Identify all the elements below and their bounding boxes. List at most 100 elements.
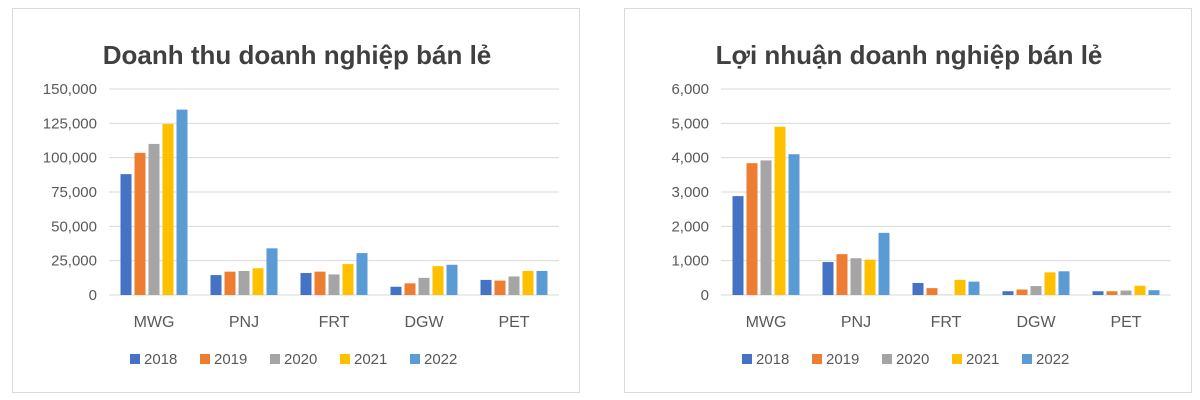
bar-dgw-2021: [1044, 272, 1056, 295]
legend-label: 2022: [1036, 351, 1069, 368]
legend-item-2018: 2018: [742, 351, 789, 368]
legend-swatch: [742, 354, 752, 364]
bar-mwg-2020: [760, 160, 772, 295]
legend-swatch: [1022, 354, 1032, 364]
bar-pnj-2018: [210, 275, 222, 295]
bar-mwg-2019: [746, 163, 758, 295]
bar-frt-2018: [300, 273, 312, 295]
bar-mwg-2021: [774, 126, 786, 296]
profit-chart-panel: Lợi nhuận doanh nghiệp bán lẻ 0 1,000 2,00…: [624, 8, 1192, 393]
y-tick-label: 1,000: [671, 253, 709, 270]
legend-swatch: [882, 354, 892, 364]
profit-chart: Lợi nhuận doanh nghiệp bán lẻ 0 1,000 2,00…: [671, 40, 1171, 368]
y-tick-label: 125,000: [43, 115, 97, 132]
revenue-chart: Doanh thu doanh nghiệp bán lẻ 0 25,000 50,…: [43, 40, 559, 368]
chart-title: Lợi nhuận doanh nghiệp bán lẻ: [716, 40, 1103, 70]
bar-frt-2022: [356, 253, 368, 295]
bar-dgw-2022: [446, 264, 458, 295]
legend-item-2022: 2022: [410, 351, 457, 368]
bar-mwg-2022: [176, 109, 188, 295]
bar-mwg-2022: [788, 154, 800, 295]
y-tick-label: 4,000: [671, 150, 709, 167]
bar-pet-2022: [1148, 290, 1160, 295]
revenue-chart-panel: Doanh thu doanh nghiệp bán lẻ 0 25,000 50,…: [12, 8, 580, 393]
y-tick-label: 25,000: [51, 253, 97, 270]
legend-item-2019: 2019: [812, 351, 859, 368]
x-category-label: DGW: [404, 314, 444, 331]
bar-frt-2022: [968, 281, 980, 295]
bar-pnj-2020: [238, 270, 250, 295]
x-category-label: PET: [498, 314, 529, 331]
legend-swatch: [410, 354, 420, 364]
bar-dgw-2019: [404, 283, 416, 295]
legend-item-2021: 2021: [952, 351, 999, 368]
y-tick-label: 100,000: [43, 150, 97, 167]
bar-mwg-2020: [148, 143, 160, 295]
bar-dgw-2018: [390, 286, 402, 295]
bar-pet-2018: [480, 279, 492, 295]
legend-swatch: [952, 354, 962, 364]
legend-item-2018: 2018: [130, 351, 177, 368]
bar-dgw-2021: [432, 266, 444, 295]
bar-pnj-2018: [822, 262, 834, 295]
bar-mwg-2021: [162, 124, 174, 296]
y-tick-label: 5,000: [671, 115, 709, 132]
legend-label: 2020: [896, 351, 929, 368]
x-category-label: FRT: [931, 314, 962, 331]
bar-pnj-2019: [224, 271, 236, 295]
y-tick-label: 0: [701, 287, 709, 304]
bar-dgw-2022: [1058, 271, 1070, 295]
x-category-label: FRT: [319, 314, 350, 331]
legend-label: 2018: [756, 351, 789, 368]
legend-item-2019: 2019: [200, 351, 247, 368]
bar-dgw-2018: [1002, 291, 1014, 295]
bar-dgw-2020: [1030, 286, 1042, 295]
legend-label: 2021: [966, 351, 999, 368]
legend-label: 2019: [214, 351, 247, 368]
bar-frt-2019: [314, 271, 326, 295]
legend-label: 2022: [424, 351, 457, 368]
legend-item-2020: 2020: [270, 351, 317, 368]
bar-pet-2019: [494, 280, 506, 295]
bar-pnj-2022: [266, 248, 278, 295]
legend-item-2022: 2022: [1022, 351, 1069, 368]
x-category-label: DGW: [1016, 314, 1056, 331]
y-tick-label: 75,000: [51, 184, 97, 201]
bar-frt-2018: [912, 282, 924, 295]
y-tick-label: 0: [89, 287, 97, 304]
legend-label: 2021: [354, 351, 387, 368]
legend-swatch: [340, 354, 350, 364]
legend-label: 2018: [144, 351, 177, 368]
y-tick-label: 2,000: [671, 218, 709, 235]
bar-pet-2021: [1134, 285, 1146, 295]
bar-pnj-2019: [836, 254, 848, 295]
legend-swatch: [270, 354, 280, 364]
bar-pet-2020: [508, 276, 520, 295]
bar-pnj-2022: [878, 232, 890, 295]
bar-mwg-2018: [120, 174, 132, 295]
bar-dgw-2019: [1016, 289, 1028, 295]
y-tick-label: 3,000: [671, 184, 709, 201]
legend-swatch: [200, 354, 210, 364]
legend-label: 2019: [826, 351, 859, 368]
x-category-label: MWG: [746, 314, 787, 331]
chart-title: Doanh thu doanh nghiệp bán lẻ: [103, 40, 492, 70]
x-category-label: PNJ: [841, 314, 871, 331]
bar-pet-2022: [536, 270, 548, 295]
y-tick-label: 6,000: [671, 81, 709, 98]
y-tick-label: 50,000: [51, 218, 97, 235]
legend-item-2020: 2020: [882, 351, 929, 368]
bar-pnj-2020: [850, 258, 862, 295]
legend-item-2021: 2021: [340, 351, 387, 368]
bar-pet-2018: [1092, 291, 1104, 295]
bar-dgw-2020: [418, 277, 430, 295]
x-category-label: PET: [1110, 314, 1141, 331]
y-tick-label: 150,000: [43, 81, 97, 98]
bar-frt-2019: [926, 288, 938, 295]
legend-swatch: [812, 354, 822, 364]
bar-pet-2019: [1106, 291, 1118, 295]
bar-frt-2021: [954, 279, 966, 295]
bar-mwg-2018: [732, 196, 744, 295]
bar-pnj-2021: [864, 259, 876, 295]
x-category-label: MWG: [134, 314, 175, 331]
